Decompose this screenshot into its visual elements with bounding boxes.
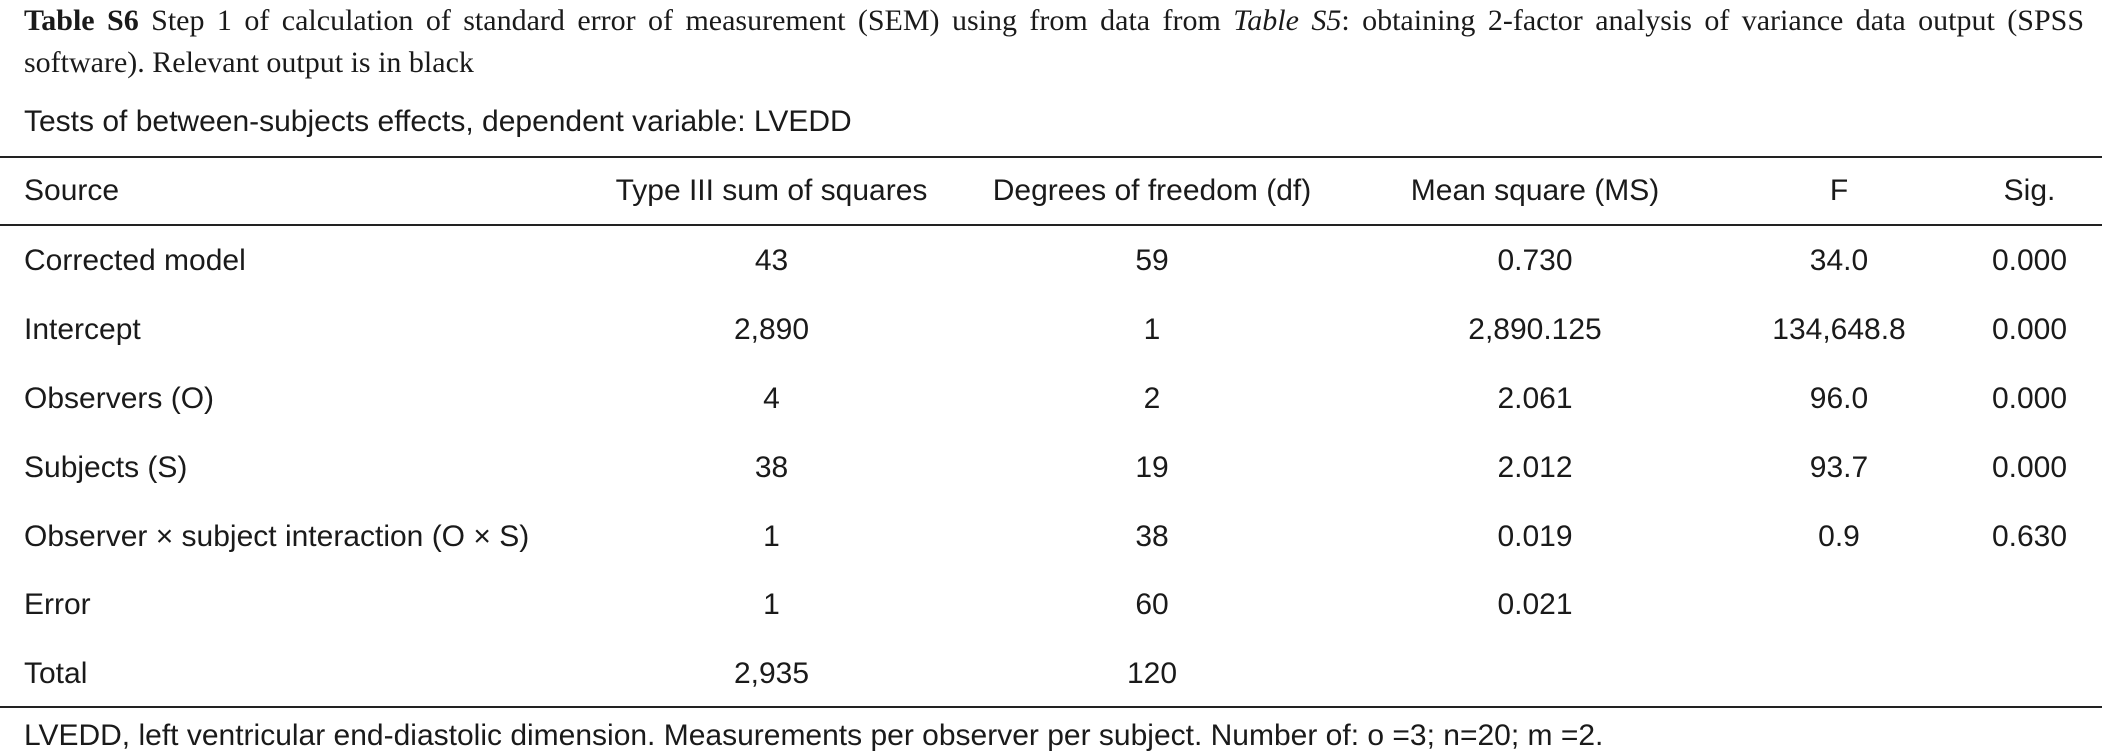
cell-mean-square: 2,890.125 xyxy=(1468,313,1602,347)
cell-sum-of-squares: 2,890 xyxy=(733,313,810,347)
table-subtitle: Tests of between-subjects effects, depen… xyxy=(24,105,852,138)
table-row: Total 2,935 120 xyxy=(0,640,2102,709)
table-label: Table S6 xyxy=(24,4,139,37)
cell-sig xyxy=(1957,571,2102,640)
table-row: Corrected model 43 59 0.730 34.0 0.000 xyxy=(0,225,2102,296)
cell-f xyxy=(1721,571,1957,640)
cell-source: Total xyxy=(24,657,88,691)
table-footnote: LVEDD, left ventricular end-diastolic di… xyxy=(24,719,1604,752)
cell-sum-of-squares: 4 xyxy=(763,381,780,415)
table-row: Error 1 60 0.021 xyxy=(0,571,2102,640)
header-mean-square: Mean square (MS) xyxy=(1410,174,1660,207)
cell-source: Observer × subject interaction (O × S) xyxy=(24,519,530,553)
cell-df: 38 xyxy=(1135,519,1169,553)
cell-source: Subjects (S) xyxy=(24,450,188,484)
cell-sig: 0.000 xyxy=(1991,313,2068,347)
cell-mean-square: 2.061 xyxy=(1497,381,1573,415)
header-sum-of-squares: Type III sum of squares xyxy=(615,174,928,207)
cell-sig: 0.000 xyxy=(1991,450,2068,484)
header-f: F xyxy=(1829,174,1849,207)
cell-df: 19 xyxy=(1135,450,1169,484)
table-row: Observer × subject interaction (O × S) 1… xyxy=(0,502,2102,571)
cell-df: 120 xyxy=(1126,657,1178,691)
cell-source: Observers (O) xyxy=(24,381,215,415)
cell-sig: 0.000 xyxy=(1991,381,2068,415)
cell-sum-of-squares: 1 xyxy=(763,588,780,622)
cell-f: 134,648.8 xyxy=(1772,313,1906,347)
cell-mean-square: 0.019 xyxy=(1497,519,1573,553)
cell-f: 0.9 xyxy=(1818,519,1860,553)
cell-mean-square: 0.730 xyxy=(1497,244,1573,278)
table-row: Subjects (S) 38 19 2.012 93.7 0.000 xyxy=(0,433,2102,502)
cell-mean-square: 0.021 xyxy=(1497,588,1573,622)
cell-source: Error xyxy=(24,588,91,622)
cell-sig: 0.000 xyxy=(1991,244,2068,278)
cell-df: 1 xyxy=(1143,313,1161,347)
table-row: Intercept 2,890 1 2,890.125 134,648.8 0.… xyxy=(0,296,2102,365)
caption-text: Step 1 of calculation of standard error … xyxy=(138,4,1234,37)
header-row: Source Type III sum of squares Degrees o… xyxy=(0,157,2102,225)
caption-table-reference: Table S5 xyxy=(1233,4,1342,37)
header-degrees-of-freedom: Degrees of freedom (df) xyxy=(992,174,1312,207)
header-rule xyxy=(0,224,2102,226)
cell-f: 34.0 xyxy=(1809,244,1869,278)
cell-sum-of-squares: 1 xyxy=(763,519,780,553)
cell-sig: 0.630 xyxy=(1991,519,2068,553)
cell-sum-of-squares: 38 xyxy=(754,450,789,484)
cell-mean-square xyxy=(1349,640,1721,709)
top-rule xyxy=(0,156,2102,158)
table-caption: Table S6 Step 1 of calculation of standa… xyxy=(24,0,2084,84)
cell-f: 93.7 xyxy=(1809,450,1869,484)
cell-source: Intercept xyxy=(24,313,141,347)
anova-table: Source Type III sum of squares Degrees o… xyxy=(0,157,2102,709)
bottom-rule xyxy=(0,706,2102,708)
cell-sum-of-squares: 43 xyxy=(754,244,789,278)
cell-mean-square: 2.012 xyxy=(1497,450,1573,484)
caption-text-continued: : obtaining 2-factor analysis of varianc… xyxy=(24,4,2085,79)
header-sig: Sig. xyxy=(2003,174,2056,207)
cell-source: Corrected model xyxy=(24,244,246,278)
cell-f xyxy=(1721,640,1957,709)
cell-f: 96.0 xyxy=(1809,381,1869,415)
cell-sig xyxy=(1957,640,2102,709)
header-source: Source xyxy=(24,174,120,207)
cell-sum-of-squares: 2,935 xyxy=(733,657,810,691)
table-row: Observers (O) 4 2 2.061 96.0 0.000 xyxy=(0,365,2102,434)
cell-df: 2 xyxy=(1143,381,1161,415)
cell-df: 59 xyxy=(1135,244,1169,278)
cell-df: 60 xyxy=(1135,588,1169,622)
